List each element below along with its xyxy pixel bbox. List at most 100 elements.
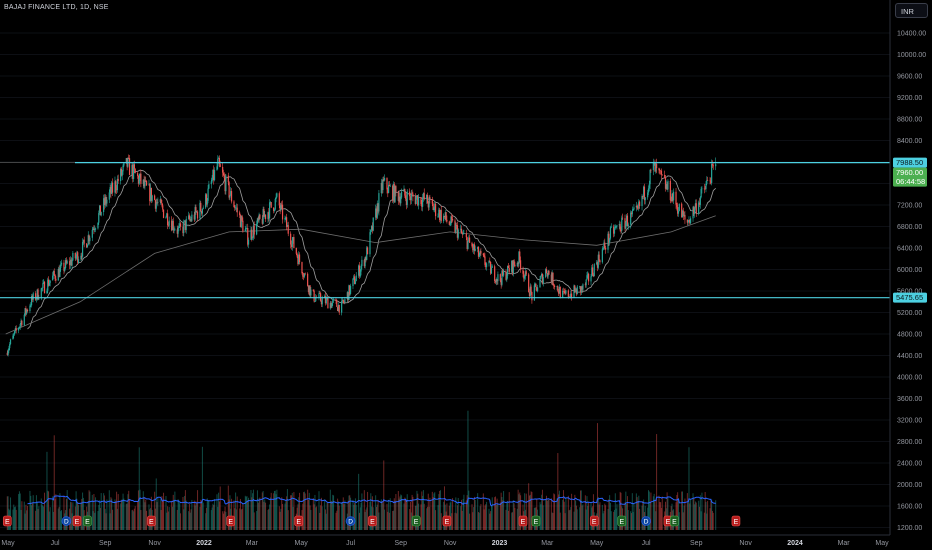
volume-bar <box>185 500 187 530</box>
candle-body <box>171 220 173 231</box>
volume-bar <box>652 496 654 530</box>
volume-bar <box>239 498 241 530</box>
candle-body <box>711 164 713 183</box>
price-axis[interactable]: 10400.00 10000.00 9600.00 9200.00 8800.00 840… <box>889 0 926 535</box>
volume-bar <box>97 511 99 530</box>
candle-body <box>405 198 408 205</box>
candle-body <box>269 202 272 203</box>
candle-body <box>451 218 454 221</box>
candle-body <box>216 166 218 170</box>
candle-body <box>132 164 134 179</box>
candle-body <box>378 193 380 212</box>
candle-body <box>694 207 696 214</box>
candle-body <box>630 212 633 215</box>
candle-body <box>205 194 208 205</box>
candle-body <box>293 237 295 248</box>
candle-body <box>439 210 442 220</box>
horizontal-levels[interactable] <box>0 162 890 299</box>
volume-bar <box>429 497 431 530</box>
candle-body <box>9 339 12 345</box>
candle-body <box>501 270 503 285</box>
volume-bar <box>61 510 63 530</box>
candle-body <box>303 276 305 278</box>
volume-bar <box>222 513 224 530</box>
volume-bar <box>348 495 350 530</box>
volume-bar <box>267 510 269 530</box>
volume-bar <box>206 498 208 530</box>
candle-body <box>576 286 578 295</box>
candle-body <box>585 279 587 286</box>
candle-body <box>534 284 536 286</box>
candle-body <box>383 179 385 181</box>
volume-bar <box>156 502 158 530</box>
candle-body <box>52 270 55 276</box>
volume-bar <box>626 496 628 530</box>
candle-body <box>542 277 544 284</box>
volume-bar <box>81 498 83 530</box>
volume-bar <box>208 500 210 530</box>
candle-body <box>625 222 627 229</box>
candle-body <box>234 207 237 209</box>
dividend-marker-letter: D <box>348 519 353 526</box>
candle-body <box>331 303 333 308</box>
volume-bar <box>273 493 275 530</box>
volume-bar <box>18 491 20 530</box>
volume-bar <box>394 500 396 530</box>
volume-bar <box>240 509 242 530</box>
volume-bar <box>274 490 276 530</box>
candle-body <box>7 351 9 355</box>
candle-body <box>473 244 476 251</box>
volume-ma-line <box>27 495 716 507</box>
candle-body <box>239 212 241 216</box>
candle-body <box>621 217 623 231</box>
volume-bar <box>431 491 433 530</box>
candle-body <box>26 309 28 314</box>
currency-button[interactable]: INR <box>895 3 928 18</box>
candle-body <box>251 229 253 239</box>
candle-body <box>86 243 88 248</box>
candle-body <box>218 158 221 165</box>
volume-bar <box>242 503 244 530</box>
volume-bar <box>98 504 100 530</box>
candle-body <box>46 290 48 294</box>
candle-body <box>562 290 565 292</box>
candle-body <box>258 214 260 221</box>
volume-bar <box>514 507 516 530</box>
candle-body <box>230 191 232 196</box>
candle-body <box>128 158 131 176</box>
candle-body <box>315 297 317 302</box>
candle-body <box>460 228 462 230</box>
candle-body <box>523 273 525 279</box>
candle-body <box>245 228 247 230</box>
candle-body <box>278 193 280 206</box>
volume-bar <box>516 508 518 530</box>
candle-body <box>252 225 255 238</box>
y-tick-label: 2400.00 <box>897 461 922 468</box>
candle-body <box>496 279 498 282</box>
volume-bar <box>366 507 368 530</box>
volume-bar <box>428 506 430 530</box>
candle-body <box>489 260 491 262</box>
volume-bar <box>472 512 474 530</box>
volume-bar <box>44 492 46 530</box>
volume-bar <box>285 501 287 530</box>
time-axis[interactable]: May Jul Sep Nov 2022 Mar May Jul Sep Nov 2023 Mar Ma… <box>0 534 890 547</box>
volume-bar <box>218 492 220 530</box>
volume-bar <box>143 496 145 530</box>
volume-bar <box>463 494 465 530</box>
volume-bar <box>174 491 176 530</box>
candle-body <box>637 207 639 209</box>
candle-body <box>309 285 311 296</box>
candle-body <box>189 219 191 220</box>
volume-bar <box>125 503 127 530</box>
candle-body <box>349 286 352 294</box>
candlesticks <box>6 154 717 357</box>
candle-body <box>151 195 153 201</box>
earnings-marker <box>442 515 452 527</box>
volume-bar <box>688 447 690 530</box>
candle-body <box>366 247 368 260</box>
event-markers[interactable]: E E E E E E E E E E ED D DE E E E E <box>2 515 741 527</box>
candle-body <box>133 164 135 169</box>
volume-bar <box>315 507 317 530</box>
